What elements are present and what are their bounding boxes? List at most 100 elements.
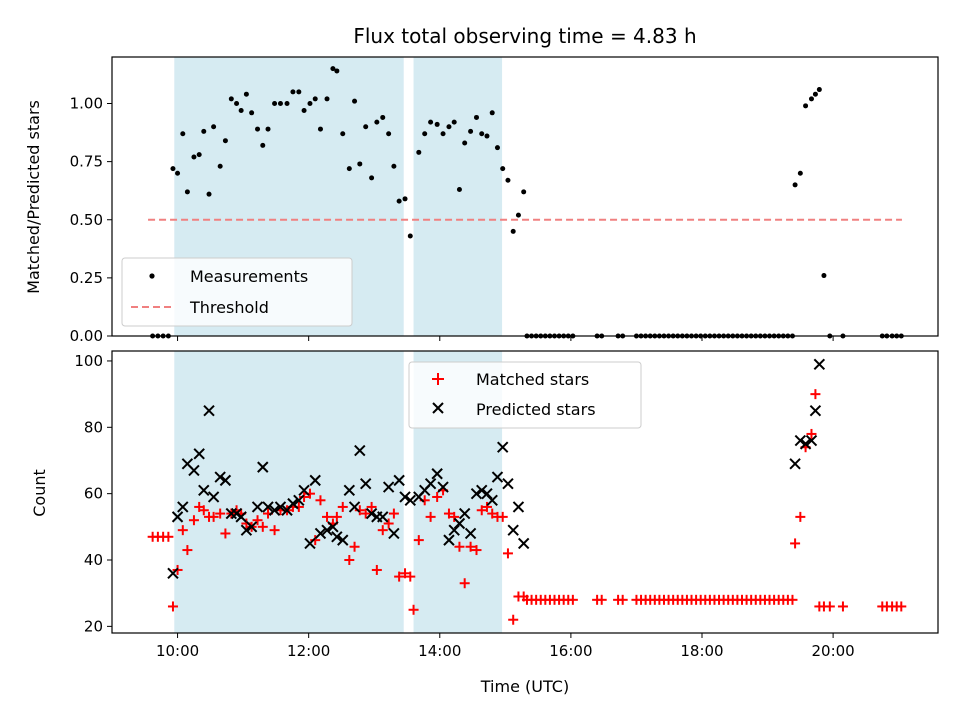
predicted-point-30 bbox=[331, 531, 343, 543]
matched-point-31 bbox=[315, 495, 326, 506]
matched-point-37 bbox=[349, 541, 360, 552]
predicted-point-60 bbox=[502, 477, 514, 490]
measurement-point-35 bbox=[340, 131, 346, 137]
measurement-point-34 bbox=[334, 68, 340, 74]
matched-point-57 bbox=[459, 578, 470, 589]
predicted-point-13 bbox=[235, 511, 247, 523]
matched-point-6 bbox=[177, 525, 188, 536]
measurement-point-55 bbox=[456, 187, 462, 193]
matched-point-14 bbox=[220, 528, 231, 539]
predicted-point-49 bbox=[443, 534, 455, 546]
predicted-point-17 bbox=[257, 461, 269, 473]
measurement-point-22 bbox=[265, 126, 271, 132]
measurement-point-66 bbox=[515, 212, 521, 218]
legend-top-box bbox=[121, 257, 353, 327]
matched-point-83 bbox=[617, 594, 628, 605]
predicted-point-46 bbox=[424, 477, 437, 490]
legend-matched-label: Matched stars bbox=[476, 370, 589, 389]
measurement-point-4 bbox=[170, 166, 176, 172]
measurement-point-62 bbox=[494, 145, 500, 151]
measurement-point-5 bbox=[175, 170, 181, 176]
observing-interval-1 bbox=[413, 57, 503, 336]
predicted-point-42 bbox=[399, 491, 411, 503]
measurement-point-57 bbox=[468, 128, 474, 134]
measurement-point-21 bbox=[260, 142, 266, 148]
predicted-point-4 bbox=[188, 464, 200, 477]
y-tick-label: 80 bbox=[84, 418, 103, 436]
axes-frame-1 bbox=[111, 350, 939, 634]
measurement-point-50 bbox=[428, 119, 434, 125]
matched-point-20 bbox=[252, 515, 263, 526]
measurement-point-30 bbox=[312, 96, 318, 102]
legend-predicted-label: Predicted stars bbox=[476, 400, 596, 419]
matched-point-51 bbox=[425, 511, 436, 522]
y-tick-label: 60 bbox=[84, 485, 103, 503]
matched-point-49 bbox=[413, 535, 424, 546]
measurement-point-33 bbox=[330, 66, 336, 72]
matched-point-47 bbox=[405, 571, 416, 582]
measurement-point-118 bbox=[792, 182, 798, 188]
predicted-point-32 bbox=[343, 484, 356, 497]
matched-point-48 bbox=[408, 604, 419, 615]
predicted-point-2 bbox=[177, 501, 189, 513]
predicted-point-34 bbox=[354, 444, 366, 457]
measurement-point-52 bbox=[440, 131, 446, 137]
matched-point-64 bbox=[497, 511, 508, 522]
y-axis-label-ratio: Matched/Predicted stars bbox=[24, 100, 43, 294]
y-tick-label: 0.75 bbox=[70, 153, 103, 171]
measurement-point-36 bbox=[346, 166, 352, 172]
predicted-point-10 bbox=[219, 474, 232, 487]
y-tick-label: 0.50 bbox=[70, 211, 103, 229]
predicted-point-62 bbox=[512, 501, 525, 513]
predicted-point-41 bbox=[393, 474, 405, 487]
predicted-point-47 bbox=[431, 468, 443, 480]
predicted-point-65 bbox=[794, 434, 807, 447]
y-tick-label: 40 bbox=[84, 551, 103, 569]
measurement-point-27 bbox=[296, 89, 302, 95]
observing-interval-0 bbox=[174, 351, 404, 633]
predicted-point-36 bbox=[365, 507, 378, 520]
measurement-point-124 bbox=[821, 273, 827, 279]
matched-point-62 bbox=[487, 508, 498, 519]
x-axis-label: Time (UTC) bbox=[480, 677, 569, 696]
matched-point-23 bbox=[269, 525, 280, 536]
x-tick-label: 20:00 bbox=[811, 642, 854, 660]
matched-point-21 bbox=[257, 521, 268, 532]
predicted-point-40 bbox=[388, 527, 400, 540]
measurement-point-58 bbox=[473, 114, 479, 120]
matched-point-59 bbox=[471, 545, 482, 556]
measurement-point-42 bbox=[380, 114, 386, 120]
measurement-point-65 bbox=[510, 228, 516, 234]
measurement-point-15 bbox=[228, 96, 234, 102]
measurement-point-122 bbox=[812, 91, 818, 97]
measurement-point-37 bbox=[352, 98, 358, 104]
y-tick-label: 100 bbox=[74, 352, 103, 370]
predicted-point-26 bbox=[309, 474, 321, 487]
matched-point-40 bbox=[366, 501, 377, 512]
matched-point-126 bbox=[824, 601, 835, 612]
predicted-point-0 bbox=[167, 567, 179, 579]
series-matched-stars bbox=[147, 389, 907, 625]
predicted-point-18 bbox=[262, 501, 274, 513]
predicted-point-7 bbox=[203, 405, 215, 417]
measurement-point-47 bbox=[407, 233, 413, 239]
predicted-point-25 bbox=[304, 537, 316, 550]
matched-point-46 bbox=[400, 568, 411, 579]
predicted-point-9 bbox=[214, 471, 226, 483]
predicted-point-23 bbox=[293, 494, 305, 507]
measurement-point-123 bbox=[816, 87, 822, 93]
predicted-point-27 bbox=[314, 527, 327, 540]
matched-point-119 bbox=[790, 538, 801, 549]
predicted-point-63 bbox=[517, 537, 530, 550]
matched-point-3 bbox=[163, 531, 174, 542]
predicted-point-29 bbox=[327, 521, 339, 533]
matched-point-123 bbox=[810, 389, 821, 400]
measurement-point-60 bbox=[484, 133, 490, 139]
measurement-point-19 bbox=[249, 110, 255, 116]
measurement-point-51 bbox=[434, 121, 440, 127]
predicted-point-6 bbox=[198, 484, 210, 497]
measurement-point-25 bbox=[284, 101, 290, 106]
measurement-point-13 bbox=[217, 163, 223, 169]
predicted-point-59 bbox=[497, 441, 509, 453]
